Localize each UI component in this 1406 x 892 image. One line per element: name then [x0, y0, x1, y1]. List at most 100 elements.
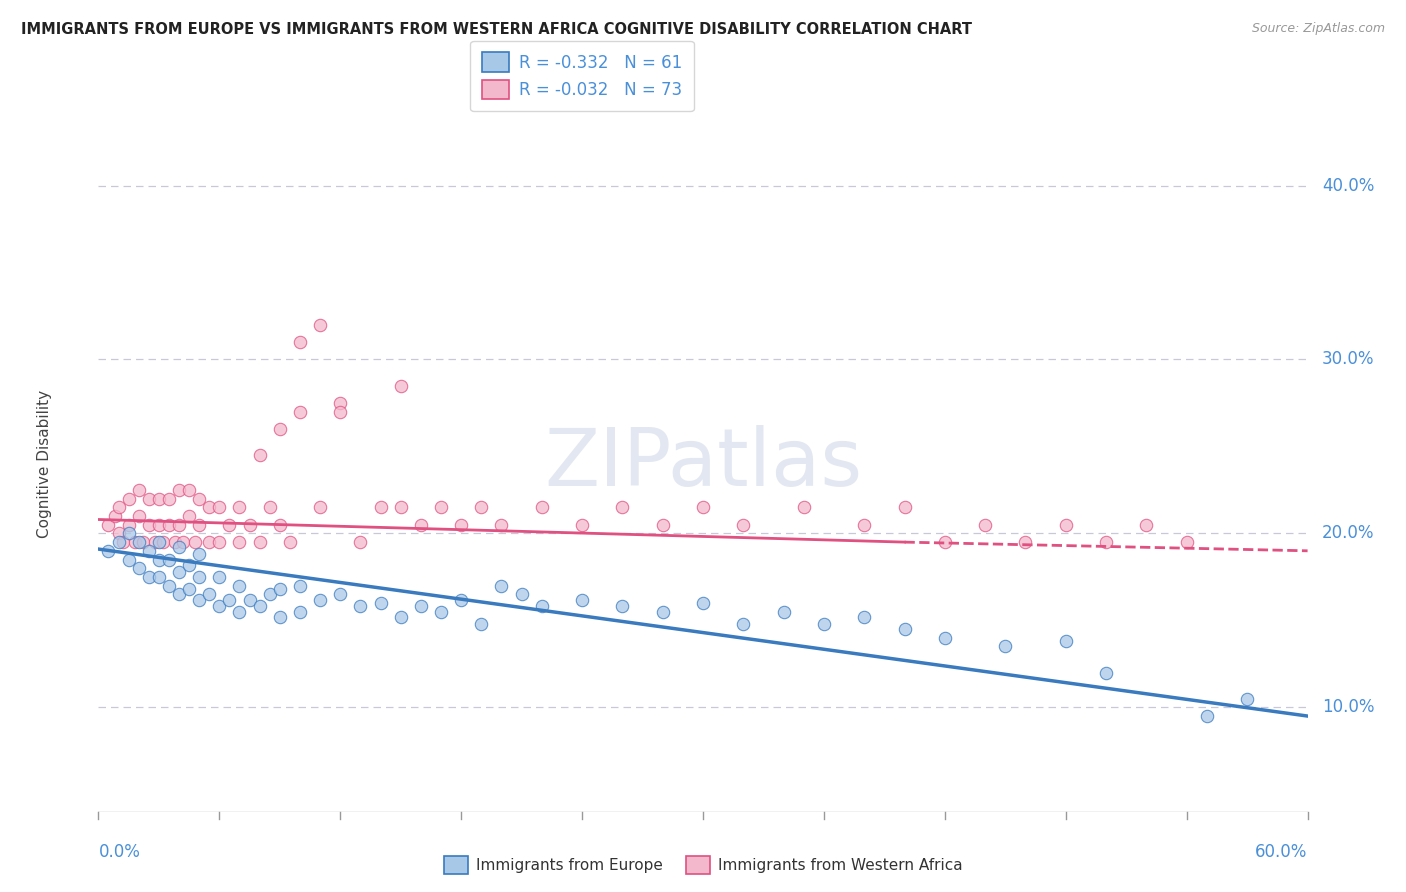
- Point: [188, 547, 211, 561]
- Point: [1014, 535, 1036, 549]
- Point: [188, 517, 211, 532]
- Point: [409, 599, 432, 614]
- Point: [118, 491, 141, 506]
- Point: [198, 587, 221, 601]
- Text: ZIPatlas: ZIPatlas: [544, 425, 862, 503]
- Point: [571, 517, 593, 532]
- Point: [157, 579, 180, 593]
- Point: [692, 596, 714, 610]
- Text: 40.0%: 40.0%: [1322, 177, 1375, 194]
- Text: 30.0%: 30.0%: [1322, 351, 1375, 368]
- Point: [97, 517, 120, 532]
- Point: [389, 610, 412, 624]
- Point: [128, 483, 150, 497]
- Point: [733, 616, 755, 631]
- Point: [198, 535, 221, 549]
- Point: [1175, 535, 1198, 549]
- Point: [309, 592, 332, 607]
- Point: [1095, 665, 1118, 680]
- Point: [793, 500, 815, 515]
- Point: [111, 535, 134, 549]
- Point: [288, 334, 311, 349]
- Point: [1054, 517, 1077, 532]
- Point: [218, 517, 240, 532]
- Point: [288, 579, 311, 593]
- Point: [934, 631, 956, 645]
- Point: [813, 616, 835, 631]
- Point: [148, 491, 170, 506]
- Point: [491, 579, 513, 593]
- Point: [118, 552, 141, 566]
- Point: [179, 483, 201, 497]
- Point: [651, 517, 673, 532]
- Point: [163, 535, 186, 549]
- Point: [974, 517, 997, 532]
- Point: [934, 535, 956, 549]
- Point: [208, 570, 231, 584]
- Point: [893, 622, 915, 636]
- Text: 0.0%: 0.0%: [98, 843, 141, 861]
- Legend: Immigrants from Europe, Immigrants from Western Africa: Immigrants from Europe, Immigrants from …: [437, 850, 969, 880]
- Point: [188, 570, 211, 584]
- Point: [172, 535, 194, 549]
- Point: [893, 500, 915, 515]
- Point: [107, 500, 129, 515]
- Point: [329, 396, 352, 410]
- Point: [651, 605, 673, 619]
- Point: [389, 500, 412, 515]
- Point: [288, 605, 311, 619]
- Point: [148, 535, 170, 549]
- Point: [571, 592, 593, 607]
- Point: [97, 543, 120, 558]
- Point: [259, 500, 281, 515]
- Point: [148, 552, 170, 566]
- Point: [249, 448, 271, 462]
- Point: [138, 517, 160, 532]
- Point: [128, 535, 150, 549]
- Point: [107, 526, 129, 541]
- Point: [198, 500, 221, 515]
- Point: [118, 526, 141, 541]
- Point: [239, 592, 262, 607]
- Text: 60.0%: 60.0%: [1256, 843, 1308, 861]
- Point: [138, 543, 160, 558]
- Point: [157, 552, 180, 566]
- Point: [157, 491, 180, 506]
- Point: [370, 500, 392, 515]
- Point: [530, 599, 553, 614]
- Point: [692, 500, 714, 515]
- Point: [269, 610, 291, 624]
- Point: [228, 535, 250, 549]
- Point: [772, 605, 794, 619]
- Point: [491, 517, 513, 532]
- Point: [853, 517, 876, 532]
- Point: [148, 517, 170, 532]
- Point: [208, 535, 231, 549]
- Point: [612, 599, 634, 614]
- Point: [249, 535, 271, 549]
- Point: [450, 517, 472, 532]
- Point: [430, 500, 453, 515]
- Point: [329, 405, 352, 419]
- Point: [329, 587, 352, 601]
- Text: Source: ZipAtlas.com: Source: ZipAtlas.com: [1251, 22, 1385, 36]
- Point: [167, 483, 190, 497]
- Point: [349, 535, 371, 549]
- Point: [1054, 634, 1077, 648]
- Point: [370, 596, 392, 610]
- Point: [132, 535, 155, 549]
- Point: [188, 491, 211, 506]
- Point: [249, 599, 271, 614]
- Point: [118, 517, 141, 532]
- Text: 10.0%: 10.0%: [1322, 698, 1375, 716]
- Point: [389, 378, 412, 392]
- Point: [409, 517, 432, 532]
- Text: IMMIGRANTS FROM EUROPE VS IMMIGRANTS FROM WESTERN AFRICA COGNITIVE DISABILITY CO: IMMIGRANTS FROM EUROPE VS IMMIGRANTS FRO…: [21, 22, 972, 37]
- Point: [228, 605, 250, 619]
- Point: [208, 500, 231, 515]
- Point: [228, 500, 250, 515]
- Point: [1195, 709, 1218, 723]
- Point: [218, 592, 240, 607]
- Point: [612, 500, 634, 515]
- Point: [530, 500, 553, 515]
